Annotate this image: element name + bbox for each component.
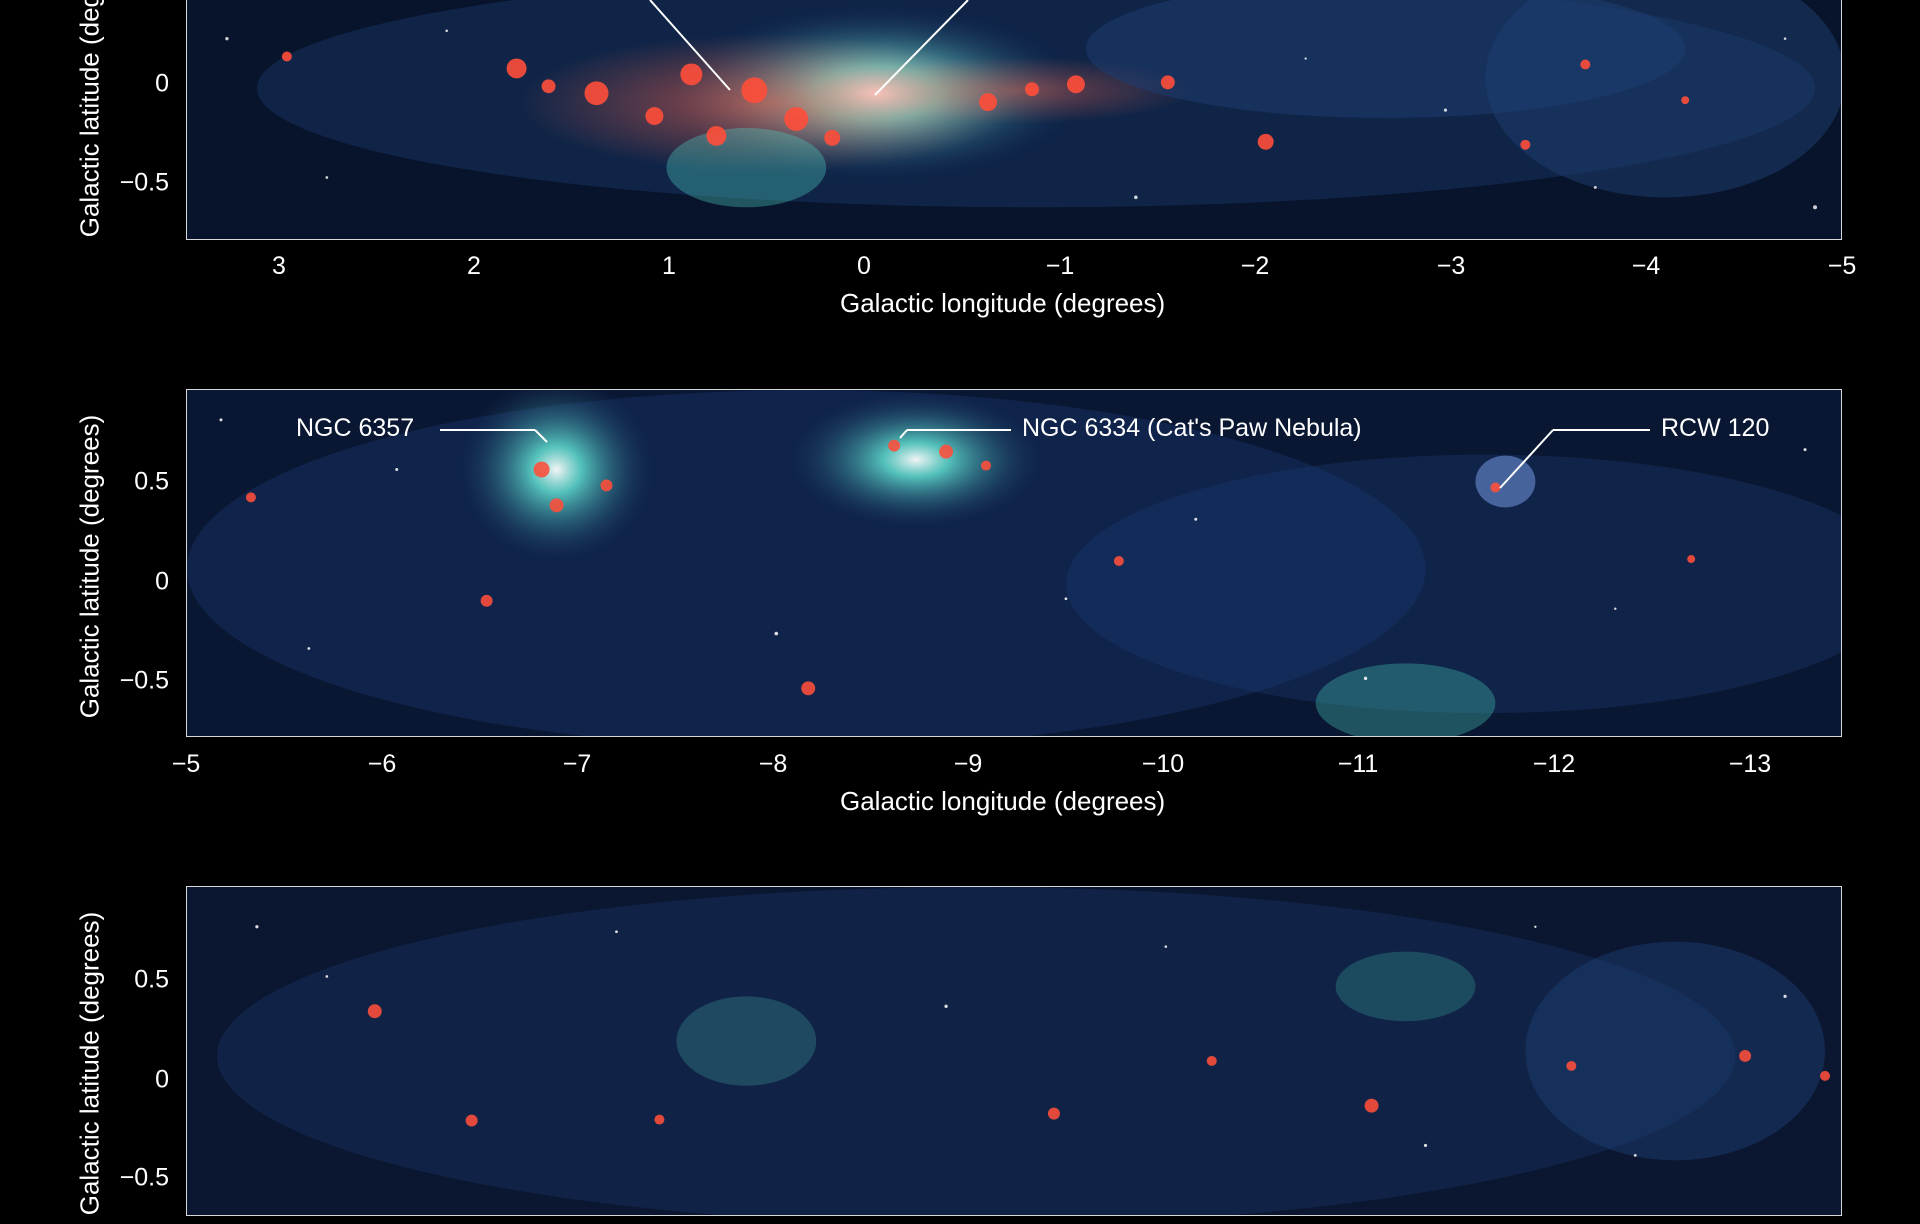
x-tick-middle-minus-13: −13: [1728, 750, 1772, 778]
y-tick-bottom-0-5: 0.5: [134, 965, 169, 994]
y-axis-label-top: Galactic latitude (degrees): [74, 0, 105, 238]
y-tick-top-minus-0-5: −0.5: [119, 168, 169, 197]
sky-image-panel-middle: [186, 389, 1842, 737]
x-tick-top-minus-5: −5: [1827, 252, 1857, 280]
y-axis-label-bottom: Galactic latitude (degrees): [74, 911, 105, 1216]
x-tick-middle-minus-7: −7: [562, 750, 592, 778]
label-ngc-6357: NGC 6357: [296, 414, 415, 442]
x-tick-top-0: 0: [857, 252, 871, 280]
x-tick-top-minus-3: −3: [1436, 252, 1466, 280]
x-tick-top-minus-2: −2: [1240, 252, 1270, 280]
x-tick-top-1: 1: [662, 252, 676, 280]
x-tick-top-2: 2: [467, 252, 481, 280]
x-axis-label-middle: Galactic longitude (degrees): [840, 786, 1166, 816]
y-axis-label-middle: Galactic latitude (degrees): [74, 414, 105, 719]
y-tick-middle-0-5: 0.5: [134, 467, 169, 496]
sky-image-top: [187, 0, 1841, 239]
y-tick-bottom-0: 0: [155, 1065, 169, 1094]
x-tick-top-minus-1: −1: [1045, 252, 1075, 280]
sky-image-bottom: [187, 887, 1841, 1215]
label-rcw-120: RCW 120: [1661, 414, 1770, 442]
x-tick-middle-minus-11: −11: [1337, 750, 1379, 778]
x-tick-middle-minus-12: −12: [1532, 750, 1576, 778]
x-tick-middle-minus-6: −6: [367, 750, 397, 778]
y-tick-middle-minus-0-5: −0.5: [119, 666, 169, 695]
x-axis-label-top: Galactic longitude (degrees): [840, 288, 1166, 318]
y-tick-top-0: 0: [155, 69, 169, 98]
sky-image-panel-bottom: [186, 886, 1842, 1216]
sky-image-middle: [187, 390, 1841, 736]
x-tick-top-3: 3: [272, 252, 286, 280]
label-ngc-6334: NGC 6334 (Cat's Paw Nebula): [1022, 414, 1362, 442]
x-tick-middle-minus-10: −10: [1141, 750, 1185, 778]
x-tick-middle-minus-8: −8: [758, 750, 788, 778]
x-tick-top-minus-4: −4: [1631, 252, 1661, 280]
y-tick-middle-0: 0: [155, 567, 169, 596]
sky-image-panel-top: [186, 0, 1842, 240]
x-tick-middle-minus-5: −5: [171, 750, 201, 778]
y-tick-bottom-minus-0-5: −0.5: [119, 1163, 169, 1192]
x-tick-middle-minus-9: −9: [953, 750, 983, 778]
